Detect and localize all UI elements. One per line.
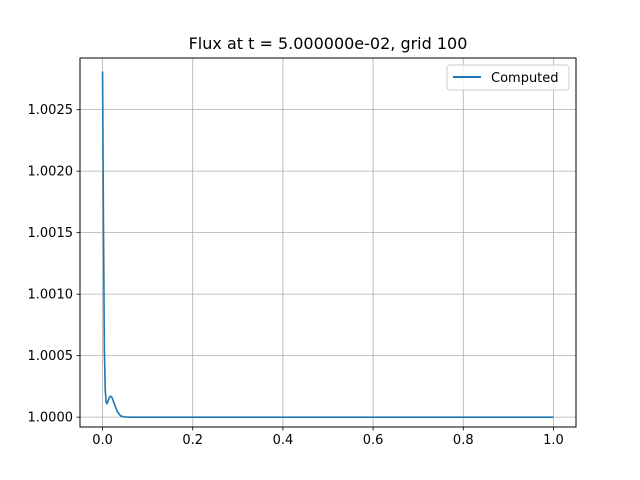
y-tick-label: 1.0015: [28, 226, 74, 241]
chart-title: Flux at t = 5.000000e-02, grid 100: [189, 34, 468, 53]
x-tick-label: 0.4: [273, 433, 294, 448]
y-tick-label: 1.0010: [28, 288, 74, 303]
grid: [80, 58, 576, 427]
series-line-computed: [101, 71, 554, 418]
y-tick-label: 1.0000: [28, 411, 74, 426]
x-tick-label: 0.2: [182, 433, 203, 448]
axes-frame: [79, 57, 577, 428]
legend-box: [446, 64, 570, 91]
x-tick-label: 0.8: [453, 433, 474, 448]
plot-series: [101, 71, 554, 418]
x-tick-label: 0.6: [363, 433, 384, 448]
y-tick-label: 1.0005: [28, 349, 74, 364]
x-tick-label: 1.0: [543, 433, 564, 448]
axis-ticks: 0.0 0.2 0.4 0.6 0.8 1.0 1.0000 1.0005 1.0010 1.00…: [28, 103, 564, 448]
x-tick-label: 0.0: [92, 433, 113, 448]
legend-label-computed: Computed: [491, 71, 559, 86]
y-tick-label: 1.0025: [28, 103, 74, 118]
legend: Computed: [446, 64, 570, 91]
y-tick-label: 1.0020: [28, 165, 74, 180]
